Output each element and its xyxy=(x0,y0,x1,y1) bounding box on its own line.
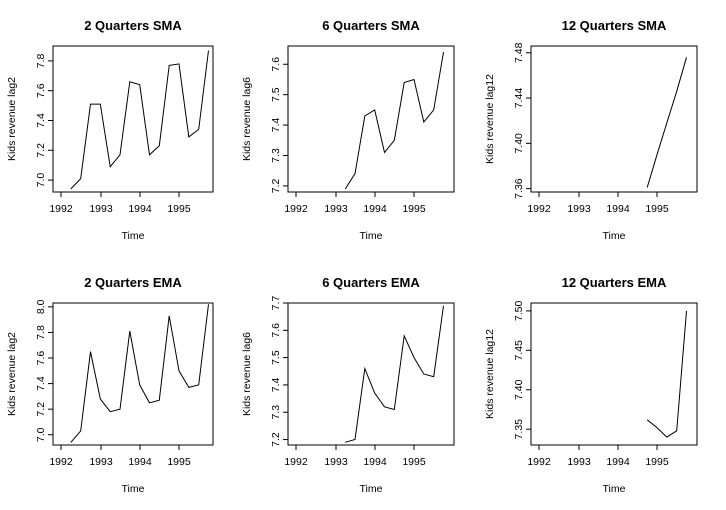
chart-title: 12 Quarters EMA xyxy=(562,275,667,290)
y-tick-label: 7.4 xyxy=(35,113,47,128)
plot-frame xyxy=(287,302,455,446)
x-tick-label: 1992 xyxy=(284,456,308,468)
x-tick-label: 1995 xyxy=(402,456,426,468)
y-tick-label: 7.40 xyxy=(513,379,525,400)
y-axis-label: Kids revenue lag2 xyxy=(6,332,18,416)
series-line xyxy=(70,50,209,190)
x-tick-label: 1992 xyxy=(284,203,308,215)
y-axis-label: Kids revenue lag2 xyxy=(6,77,18,161)
chart-title: 2 Quarters EMA xyxy=(84,275,182,290)
x-tick-label: 1995 xyxy=(402,203,426,215)
y-tick-label: 7.45 xyxy=(513,340,525,361)
y-tick-label: 7.6 xyxy=(35,351,47,366)
x-tick-label: 1994 xyxy=(606,203,630,215)
y-tick-label: 7.6 xyxy=(270,57,282,72)
x-tick-label: 1993 xyxy=(89,203,113,215)
chart-title: 12 Quarters SMA xyxy=(562,18,667,33)
x-tick-label: 1993 xyxy=(324,456,348,468)
chart-panel-1: 2 Quarters SMA 1992 1993 1994 1995 7.0 7.2 7.4 7… xyxy=(6,18,214,242)
x-tick-label: 1992 xyxy=(49,203,73,215)
x-tick-label: 1995 xyxy=(167,203,191,215)
y-axis-label: Kids revenue lag12 xyxy=(484,329,496,419)
y-tick-label: 7.0 xyxy=(35,173,47,188)
y-tick-label: 7.7 xyxy=(270,296,282,311)
x-tick-label: 1994 xyxy=(128,203,152,215)
chart-panel-2: 6 Quarters SMA 1992 1993 1994 1995 7.2 7.3 7.4 7… xyxy=(241,18,455,242)
x-tick-label: 1993 xyxy=(324,203,348,215)
plot-frame xyxy=(530,45,698,193)
plot-frame xyxy=(287,45,455,193)
x-tick-label: 1993 xyxy=(567,456,591,468)
x-axis-label: Time xyxy=(122,230,145,242)
y-tick-label: 7.8 xyxy=(35,325,47,340)
y-tick-label: 7.40 xyxy=(513,133,525,154)
y-tick-label: 7.0 xyxy=(35,427,47,442)
y-tick-label: 7.8 xyxy=(35,53,47,68)
chart-title: 2 Quarters SMA xyxy=(84,18,182,33)
x-axis-label: Time xyxy=(603,230,626,242)
x-axis-label: Time xyxy=(360,483,383,495)
x-tick-label: 1995 xyxy=(167,456,191,468)
x-tick-label: 1995 xyxy=(645,456,669,468)
series-line xyxy=(646,57,687,188)
y-tick-label: 7.3 xyxy=(270,405,282,420)
series-line xyxy=(646,310,687,438)
y-axis-label: Kids revenue lag12 xyxy=(484,74,496,164)
x-tick-label: 1992 xyxy=(527,203,551,215)
x-tick-label: 1993 xyxy=(567,203,591,215)
y-tick-label: 7.4 xyxy=(270,377,282,392)
chart-panel-3: 12 Quarters SMA 1992 1993 1994 1995 7.36 7.40 7… xyxy=(484,18,698,242)
y-tick-label: 7.3 xyxy=(270,148,282,163)
chart-title: 6 Quarters SMA xyxy=(322,18,420,33)
y-tick-label: 7.2 xyxy=(35,143,47,158)
series-line xyxy=(345,305,444,443)
chart-title: 6 Quarters EMA xyxy=(322,275,420,290)
y-tick-label: 7.4 xyxy=(35,376,47,391)
y-tick-label: 7.2 xyxy=(35,402,47,417)
y-tick-label: 7.35 xyxy=(513,419,525,440)
y-tick-label: 7.4 xyxy=(270,118,282,133)
x-tick-label: 1994 xyxy=(128,456,152,468)
series-line xyxy=(70,304,209,443)
x-tick-label: 1994 xyxy=(363,456,387,468)
y-tick-label: 7.5 xyxy=(270,87,282,102)
y-axis-label: Kids revenue lag6 xyxy=(241,332,253,416)
y-tick-label: 8.0 xyxy=(35,299,47,314)
y-tick-label: 7.36 xyxy=(513,178,525,199)
chart-panel-4: 2 Quarters EMA 1992 1993 1994 1995 7.0 7.2 7.4 7… xyxy=(6,275,214,495)
chart-panel-6: 12 Quarters EMA 1992 1993 1994 1995 7.35 7.40 7… xyxy=(484,275,698,495)
chart-panel-5: 6 Quarters EMA 1992 1993 1994 1995 7.2 7.3 7.4 7… xyxy=(241,275,455,495)
x-axis-label: Time xyxy=(603,483,626,495)
plot-frame xyxy=(52,45,214,193)
y-tick-label: 7.2 xyxy=(270,432,282,447)
x-axis-label: Time xyxy=(122,483,145,495)
y-tick-label: 7.6 xyxy=(35,83,47,98)
series-line xyxy=(344,52,444,190)
x-tick-label: 1993 xyxy=(89,456,113,468)
x-tick-label: 1994 xyxy=(363,203,387,215)
x-tick-label: 1992 xyxy=(49,456,73,468)
x-tick-label: 1992 xyxy=(527,456,551,468)
y-axis-label: Kids revenue lag6 xyxy=(241,77,253,161)
x-axis-label: Time xyxy=(360,230,383,242)
y-tick-label: 7.5 xyxy=(270,350,282,365)
plot-frame xyxy=(52,302,214,446)
plot-frame xyxy=(530,302,698,446)
y-tick-label: 7.44 xyxy=(513,88,525,109)
y-tick-label: 7.6 xyxy=(270,323,282,338)
x-tick-label: 1994 xyxy=(606,456,630,468)
y-tick-label: 7.2 xyxy=(270,178,282,193)
y-tick-label: 7.48 xyxy=(513,42,525,63)
x-tick-label: 1995 xyxy=(645,203,669,215)
y-tick-label: 7.50 xyxy=(513,301,525,322)
